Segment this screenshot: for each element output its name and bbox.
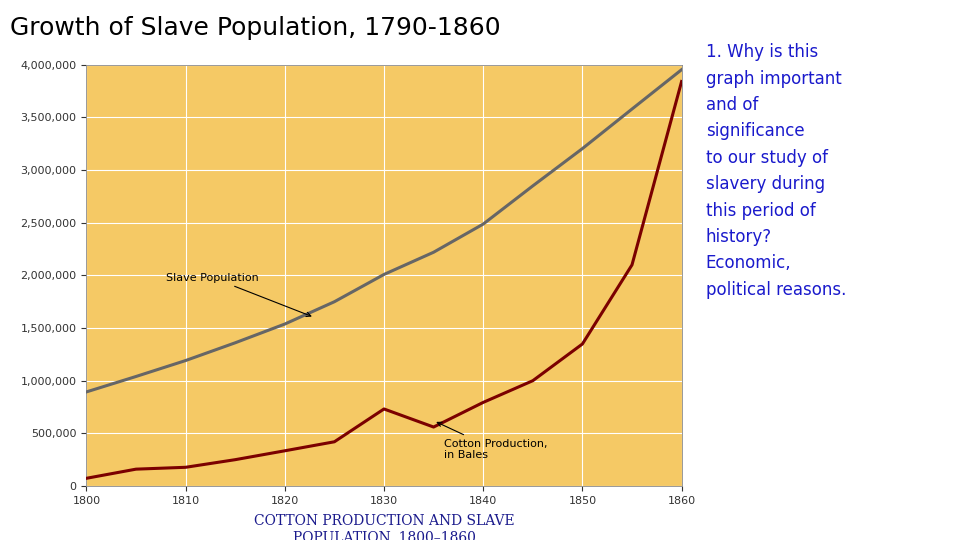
- Text: 1. Why is this
graph important
and of
significance
to our study of
slavery durin: 1. Why is this graph important and of si…: [706, 43, 846, 299]
- X-axis label: COTTON PRODUCTION AND SLAVE
POPULATION, 1800–1860: COTTON PRODUCTION AND SLAVE POPULATION, …: [253, 514, 515, 540]
- Text: Growth of Slave Population, 1790-1860: Growth of Slave Population, 1790-1860: [10, 16, 500, 40]
- Text: Cotton Production,
in Bales: Cotton Production, in Bales: [437, 422, 547, 460]
- Text: Slave Population: Slave Population: [166, 273, 311, 316]
